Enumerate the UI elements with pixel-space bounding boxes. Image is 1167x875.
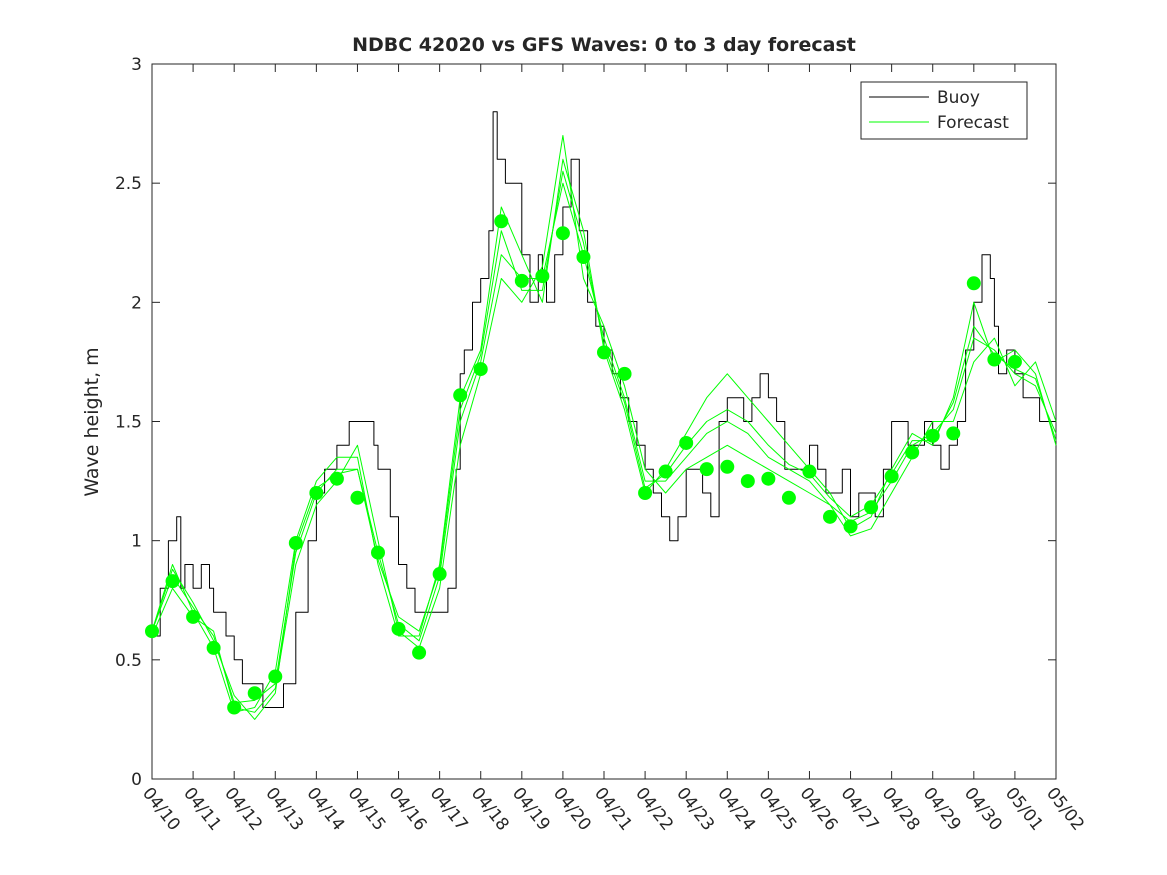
y-tick-label: 1.5 bbox=[115, 413, 142, 433]
forecast-marker bbox=[597, 345, 611, 360]
forecast-series-line bbox=[151, 182, 1057, 704]
y-tick-label: 1 bbox=[131, 532, 142, 552]
x-tick-label: 04/18 bbox=[467, 784, 513, 835]
legend: Buoy Forecast bbox=[860, 81, 1028, 140]
x-tick-label: 04/14 bbox=[302, 784, 348, 835]
forecast-series-line bbox=[151, 135, 1057, 713]
forecast-marker bbox=[761, 471, 776, 486]
forecast-marker bbox=[473, 362, 488, 377]
y-axis-label: Wave height, m bbox=[81, 347, 103, 496]
forecast-marker bbox=[638, 486, 653, 500]
forecast-series-line bbox=[151, 158, 1057, 713]
forecast-marker bbox=[514, 273, 529, 288]
x-tick-label: 04/28 bbox=[878, 784, 924, 835]
x-tick-label: 04/25 bbox=[754, 784, 800, 835]
forecast-marker bbox=[329, 471, 344, 486]
x-tick-label: 04/27 bbox=[837, 784, 883, 835]
forecast-marker bbox=[494, 214, 509, 229]
forecast-marker bbox=[987, 352, 1002, 367]
chart-title: NDBC 42020 vs GFS Waves: 0 to 3 day fore… bbox=[352, 34, 856, 56]
forecast-marker bbox=[781, 490, 796, 505]
y-tick-label: 0 bbox=[131, 770, 142, 790]
y-tick-label: 3 bbox=[131, 55, 142, 75]
forecast-marker bbox=[268, 669, 283, 684]
x-tick-label: 04/11 bbox=[179, 784, 225, 835]
x-tick-label: 05/01 bbox=[1001, 784, 1047, 835]
y-tick-label: 0.5 bbox=[115, 651, 142, 671]
forecast-marker bbox=[925, 428, 940, 443]
forecast-marker bbox=[165, 574, 180, 589]
axes-box bbox=[151, 63, 1057, 780]
x-tick-label: 04/15 bbox=[344, 784, 390, 835]
forecast-marker bbox=[720, 459, 735, 474]
forecast-marker bbox=[843, 519, 858, 534]
x-tick-label: 04/17 bbox=[426, 784, 472, 835]
forecast-marker bbox=[823, 509, 837, 524]
x-tick-label: 04/19 bbox=[508, 784, 554, 835]
forecast-marker bbox=[658, 464, 673, 479]
legend-box bbox=[860, 81, 1028, 140]
forecast-marker bbox=[617, 366, 632, 381]
x-tick-label: 04/20 bbox=[549, 784, 595, 835]
forecast-marker bbox=[802, 464, 817, 479]
forecast-marker bbox=[227, 700, 242, 715]
forecast-marker bbox=[535, 269, 550, 284]
forecast-marker bbox=[247, 686, 262, 701]
x-tick-label: 04/30 bbox=[960, 784, 1006, 835]
forecast-marker bbox=[1007, 354, 1022, 369]
forecast-marker bbox=[884, 469, 899, 484]
legend-forecast-label: Forecast bbox=[937, 113, 1009, 133]
forecast-marker bbox=[432, 567, 447, 582]
x-tick-label: 04/26 bbox=[796, 784, 842, 835]
buoy-series-line bbox=[152, 111, 1056, 708]
forecast-marker bbox=[145, 624, 159, 639]
x-tick-label: 04/24 bbox=[713, 784, 759, 835]
forecast-marker bbox=[309, 486, 324, 500]
x-tick-label: 04/10 bbox=[138, 784, 184, 835]
forecast-marker bbox=[864, 500, 879, 515]
x-tick-label: 04/22 bbox=[631, 784, 677, 835]
forecast-marker bbox=[186, 609, 201, 624]
forecast-marker bbox=[412, 645, 427, 660]
plot-area: 00.511.522.5304/1004/1104/1204/1304/1404… bbox=[115, 55, 1088, 835]
forecast-marker bbox=[555, 226, 570, 241]
x-tick-label: 04/23 bbox=[672, 784, 718, 835]
x-tick-label: 04/16 bbox=[385, 784, 431, 835]
forecast-marker bbox=[391, 621, 406, 636]
forecast-marker bbox=[946, 426, 961, 441]
x-tick-label: 04/13 bbox=[261, 784, 307, 835]
forecast-marker bbox=[288, 536, 303, 551]
forecast-marker bbox=[371, 545, 385, 560]
forecast-marker bbox=[453, 388, 468, 403]
forecast-marker bbox=[350, 490, 365, 505]
forecast-marker bbox=[966, 276, 981, 291]
forecast-marker bbox=[699, 462, 714, 477]
y-tick-label: 2.5 bbox=[115, 174, 142, 194]
forecast-marker bbox=[905, 445, 920, 460]
forecast-marker bbox=[206, 640, 221, 655]
x-tick-label: 04/21 bbox=[590, 784, 636, 835]
y-tick-label: 2 bbox=[131, 293, 142, 313]
legend-buoy-label: Buoy bbox=[937, 88, 980, 108]
x-tick-label: 05/02 bbox=[1042, 784, 1088, 835]
forecast-marker bbox=[576, 250, 591, 265]
x-tick-label: 04/29 bbox=[919, 784, 965, 835]
forecast-marker bbox=[679, 435, 694, 450]
forecast-marker bbox=[740, 474, 755, 489]
x-tick-label: 04/12 bbox=[220, 784, 266, 835]
